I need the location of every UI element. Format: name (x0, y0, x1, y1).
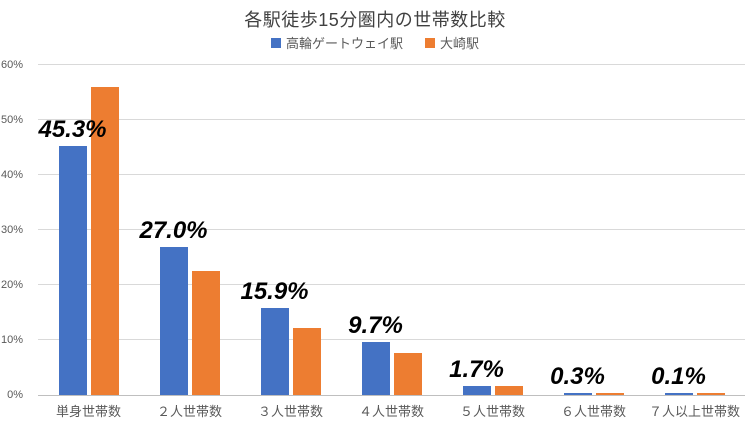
bar-group: 0.3% ６人世帯数 (543, 65, 644, 420)
legend-item-osaki: 大崎駅 (425, 33, 479, 52)
bar-group: 1.7% ５人世帯数 (442, 65, 543, 419)
bars (341, 65, 442, 395)
bar-osaki (191, 271, 220, 395)
category-label: 単身世帯数 (55, 404, 121, 419)
data-label: 0.1% (651, 363, 706, 390)
legend: 高輪ゲートウェイ駅 大崎駅 (0, 33, 750, 52)
legend-label: 大崎駅 (440, 36, 480, 51)
legend-swatch-blue-icon (270, 37, 281, 48)
bar-takanawa-gateway (58, 145, 87, 395)
bars (240, 65, 341, 395)
y-axis-tick: 0% (7, 389, 23, 401)
bars (139, 65, 240, 395)
bar-group: 27.0% ２人世帯数 (139, 65, 240, 419)
data-label: 1.7% (449, 355, 504, 383)
bar-group: 15.9% ３人世帯数 (240, 65, 341, 419)
bar-takanawa-gateway (563, 393, 592, 395)
bar-osaki (292, 327, 321, 395)
y-axis-tick: 50% (0, 114, 23, 126)
bars (442, 65, 543, 395)
plot-area: 0% 10% 20% 30% 40% 50% 60% 45.3% 単身世帯数 27.0% ２人世帯… (1, 59, 745, 420)
bar-group: 45.3% 単身世帯数 (38, 65, 139, 419)
category-label: ６人世帯数 (560, 404, 626, 419)
y-axis-tick: 30% (0, 224, 23, 236)
bar-group: 9.7% ４人世帯数 (341, 65, 442, 419)
y-axis-tick: 40% (0, 169, 23, 181)
gridline (38, 339, 745, 340)
bars (543, 65, 644, 395)
data-label: 0.3% (550, 363, 605, 390)
category-label: ２人世帯数 (156, 404, 222, 419)
legend-label: 高輪ゲートウェイ駅 (285, 36, 403, 51)
data-label: 9.7% (348, 311, 403, 339)
category-label: ３人世帯数 (257, 404, 323, 419)
chart-title: 各駅徒歩15分圏内の世帯数比較 (244, 10, 506, 30)
bar-osaki (696, 393, 725, 395)
data-label: 45.3% (38, 115, 107, 143)
bar-groups: 45.3% 単身世帯数 27.0% ２人世帯数 15.9% ３人世帯数 9.7% ４人世帯数 1… (38, 65, 745, 420)
bar-takanawa-gateway (159, 246, 188, 395)
bar-takanawa-gateway (361, 341, 390, 395)
category-label: ７人以上世帯数 (648, 404, 740, 419)
bar-takanawa-gateway (260, 307, 289, 395)
bar-takanawa-gateway (462, 385, 491, 395)
bar-osaki (90, 87, 119, 395)
gridline (38, 229, 745, 230)
bar-group: 0.1% ７人以上世帯数 (644, 65, 745, 420)
legend-item-takanawa-gateway: 高輪ゲートウェイ駅 (270, 33, 403, 52)
gridline (38, 119, 745, 120)
gridline (38, 64, 745, 65)
category-label: ５人世帯数 (459, 404, 525, 419)
data-label: 27.0% (139, 216, 208, 244)
y-axis-tick: 60% (0, 59, 23, 71)
legend-swatch-orange-icon (425, 37, 435, 48)
bar-osaki (595, 393, 624, 395)
bars (38, 65, 139, 395)
data-label: 15.9% (240, 277, 309, 305)
category-label: ４人世帯数 (358, 404, 424, 419)
y-axis-tick: 20% (0, 279, 23, 291)
gridline (38, 174, 745, 175)
bar-osaki (494, 386, 523, 395)
bars (644, 65, 745, 395)
y-axis-tick: 10% (0, 334, 23, 346)
bar-takanawa-gateway (664, 393, 693, 395)
bar-osaki (393, 353, 422, 395)
gridline (38, 284, 745, 285)
